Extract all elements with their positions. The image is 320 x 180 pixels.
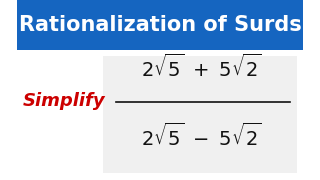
FancyBboxPatch shape [17,0,303,50]
FancyBboxPatch shape [103,56,297,173]
Text: $2\sqrt{5}\ +\ 5\sqrt{2}$: $2\sqrt{5}\ +\ 5\sqrt{2}$ [141,54,262,81]
Text: Rationalization of Surds: Rationalization of Surds [19,15,301,35]
Text: Simplify: Simplify [23,92,106,110]
Text: $2\sqrt{5}\ -\ 5\sqrt{2}$: $2\sqrt{5}\ -\ 5\sqrt{2}$ [141,122,262,150]
